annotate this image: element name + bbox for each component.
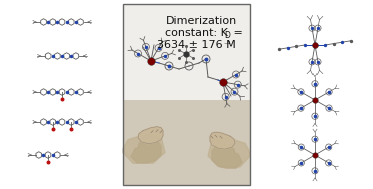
Text: D: D xyxy=(225,31,231,40)
Polygon shape xyxy=(138,127,163,144)
Text: Dimerization: Dimerization xyxy=(166,16,237,26)
Polygon shape xyxy=(123,134,165,163)
Bar xyxy=(123,4,250,185)
Polygon shape xyxy=(210,132,235,149)
Polygon shape xyxy=(212,145,242,168)
Text: =: = xyxy=(230,28,242,38)
Text: constant: K: constant: K xyxy=(165,28,228,38)
Polygon shape xyxy=(131,140,161,163)
Bar xyxy=(123,100,250,185)
Text: ⁻¹: ⁻¹ xyxy=(224,40,231,49)
Text: 3634 ± 176 M: 3634 ± 176 M xyxy=(157,40,236,50)
Bar xyxy=(123,4,250,100)
Polygon shape xyxy=(208,138,250,167)
